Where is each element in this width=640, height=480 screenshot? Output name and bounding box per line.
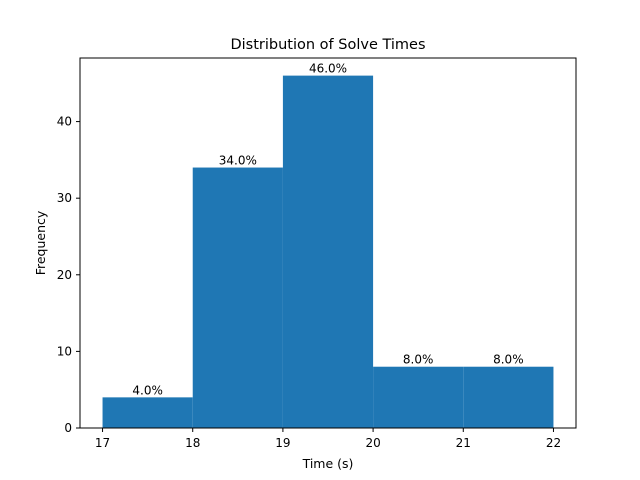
y-tick-label-3: 30 [57, 191, 72, 205]
bar-label-2: 46.0% [309, 62, 347, 76]
x-tick-label-5: 22 [546, 436, 561, 450]
y-axis-label: Frequency [33, 210, 48, 275]
y-ticks: 0 10 20 30 40 [57, 115, 80, 435]
bar-label-4: 8.0% [493, 353, 524, 367]
bar-2 [282, 75, 374, 428]
bar-3 [373, 366, 464, 428]
y-tick-label-2: 20 [57, 268, 72, 282]
bar-label-3: 8.0% [403, 353, 434, 367]
x-ticks: 17 18 19 20 21 22 [95, 428, 561, 450]
plot-frame [79, 57, 577, 429]
bars-layer [102, 75, 554, 429]
x-tick-label-3: 20 [365, 436, 380, 450]
y-tick-label-1: 10 [57, 344, 72, 358]
y-tick-label-0: 0 [64, 421, 72, 435]
data-labels-layer: 4.0% 34.0% 46.0% 8.0% 8.0% [132, 62, 523, 398]
bar-1 [192, 167, 283, 429]
bar-0 [102, 397, 193, 428]
x-tick-label-2: 19 [275, 436, 290, 450]
bar-4 [463, 366, 554, 428]
y-tick-label-4: 40 [57, 115, 72, 129]
bar-label-1: 34.0% [219, 154, 257, 168]
bar-label-0: 4.0% [132, 383, 163, 397]
x-axis-label: Time (s) [302, 456, 354, 471]
x-tick-label-1: 18 [185, 436, 200, 450]
chart-title: Distribution of Solve Times [230, 37, 425, 53]
x-tick-label-4: 21 [456, 436, 471, 450]
x-tick-label-0: 17 [95, 436, 110, 450]
